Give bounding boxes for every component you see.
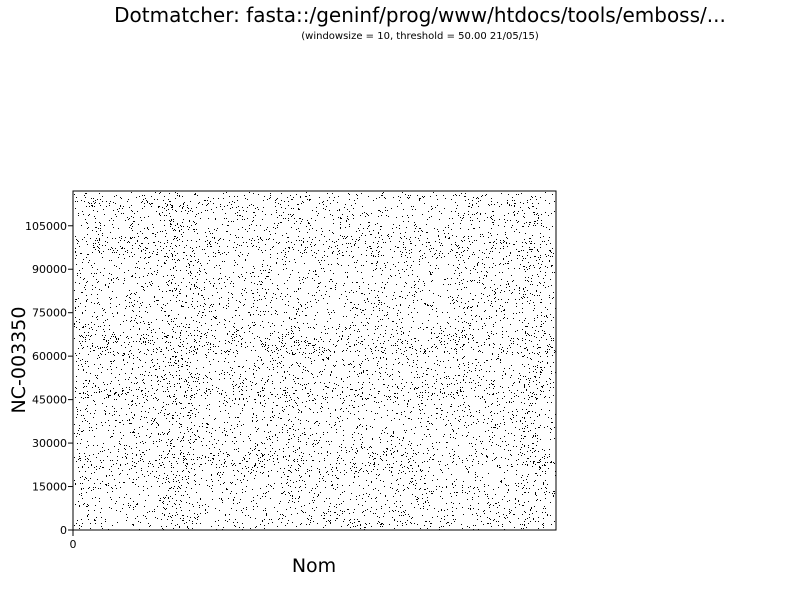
y-axis: 0 15000 30000 45000 60000 75000 90000 105000 (25, 220, 73, 537)
y-axis-label: NC-003350 (8, 307, 30, 414)
chart-title: Dotmatcher: fasta::/geninf/prog/www/htdo… (114, 3, 726, 27)
chart-subtitle: (windowsize = 10, threshold = 50.00 21/0… (301, 31, 539, 42)
x-axis: 0 (70, 530, 77, 551)
y-tick-label: 30000 (32, 437, 67, 450)
y-tick-label: 75000 (32, 307, 67, 320)
plot-frame (72, 190, 557, 531)
y-tick-label: 60000 (32, 350, 67, 363)
y-tick-label: 15000 (32, 481, 67, 494)
y-tick-label: 90000 (32, 263, 67, 276)
dot-layer (74, 192, 556, 530)
y-tick-label: 105000 (25, 220, 67, 233)
match-dots (74, 192, 556, 530)
y-tick-label: 45000 (32, 394, 67, 407)
x-axis-label: Nom (292, 555, 336, 577)
x-tick-label: 0 (70, 538, 77, 551)
y-tick-label: 0 (60, 524, 67, 537)
